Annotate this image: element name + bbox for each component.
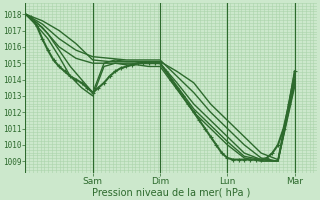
X-axis label: Pression niveau de la mer( hPa ): Pression niveau de la mer( hPa ) — [92, 187, 251, 197]
